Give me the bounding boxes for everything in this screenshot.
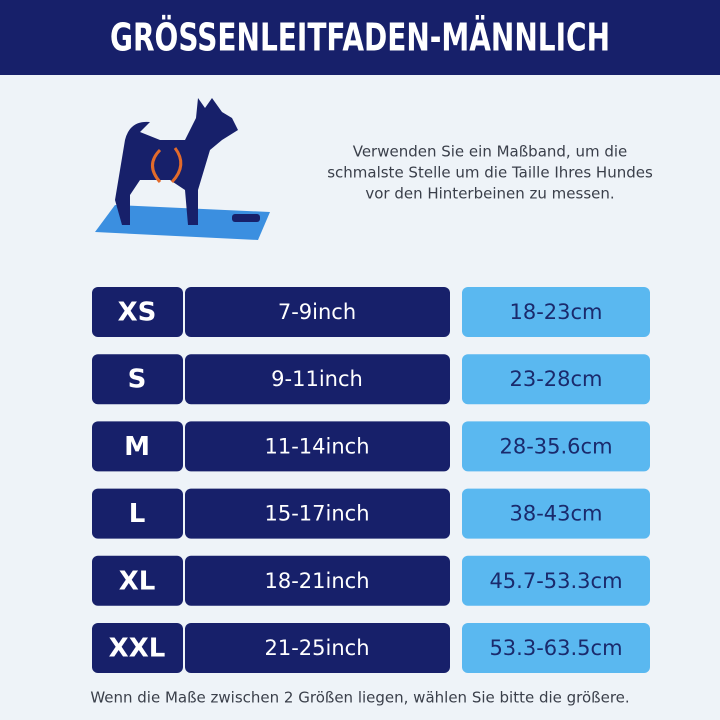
cm-cell xyxy=(462,421,650,472)
instruction-line: schmalste Stelle um die Taille Ihres Hun… xyxy=(327,164,653,182)
inch-cell xyxy=(185,354,450,405)
inch-label: 18-21inch xyxy=(264,569,369,593)
size-cell xyxy=(92,488,183,539)
size-label: XXL xyxy=(109,634,166,664)
size-cell xyxy=(92,287,183,337)
instruction-line: Verwenden Sie ein Maßband, um die xyxy=(353,143,628,161)
cm-label: 45.7-53.3cm xyxy=(489,569,622,593)
size-label: XL xyxy=(119,566,156,596)
title: GRÖSSENLEITFADEN-MÄNNLICH xyxy=(110,16,610,60)
cm-cell xyxy=(462,488,650,539)
inch-label: 7-9inch xyxy=(278,300,356,324)
cm-label: 23-28cm xyxy=(509,367,602,391)
cm-cell xyxy=(462,623,650,673)
inch-cell xyxy=(185,287,450,337)
size-cell xyxy=(92,555,183,606)
size-label: M xyxy=(124,432,150,462)
size-label: S xyxy=(128,365,147,395)
inch-cell xyxy=(185,421,450,472)
size-label: XS xyxy=(118,298,157,328)
size-cell xyxy=(92,354,183,405)
inch-label: 11-14inch xyxy=(264,434,369,458)
inch-label: 9-11inch xyxy=(271,367,363,391)
inch-label: 15-17inch xyxy=(264,502,369,526)
size-label: L xyxy=(129,499,146,529)
size-cell xyxy=(92,623,183,673)
instruction: Verwenden Sie ein Maßband, um die schmals… xyxy=(327,143,653,203)
cm-cell xyxy=(462,287,650,337)
size-table: XS 7-9inch 18-23cm S 9-11inch 23-28cm M 11-14in… xyxy=(92,287,650,673)
cm-label: 28-35.6cm xyxy=(499,434,612,458)
dog-illustration xyxy=(95,98,270,240)
inch-cell xyxy=(185,488,450,539)
header-band xyxy=(0,0,720,75)
size-cell xyxy=(92,421,183,472)
cm-cell xyxy=(462,555,650,606)
inch-cell xyxy=(185,555,450,606)
instruction-line: vor den Hinterbeinen zu messen. xyxy=(365,185,614,203)
footer-note: Wenn die Maße zwischen 2 Größen liegen, … xyxy=(90,689,629,707)
inch-label: 21-25inch xyxy=(264,636,369,660)
cm-cell xyxy=(462,354,650,405)
cm-label: 38-43cm xyxy=(509,502,602,526)
cm-label: 53.3-63.5cm xyxy=(489,636,622,660)
inch-cell xyxy=(185,623,450,673)
cm-label: 18-23cm xyxy=(509,300,602,324)
